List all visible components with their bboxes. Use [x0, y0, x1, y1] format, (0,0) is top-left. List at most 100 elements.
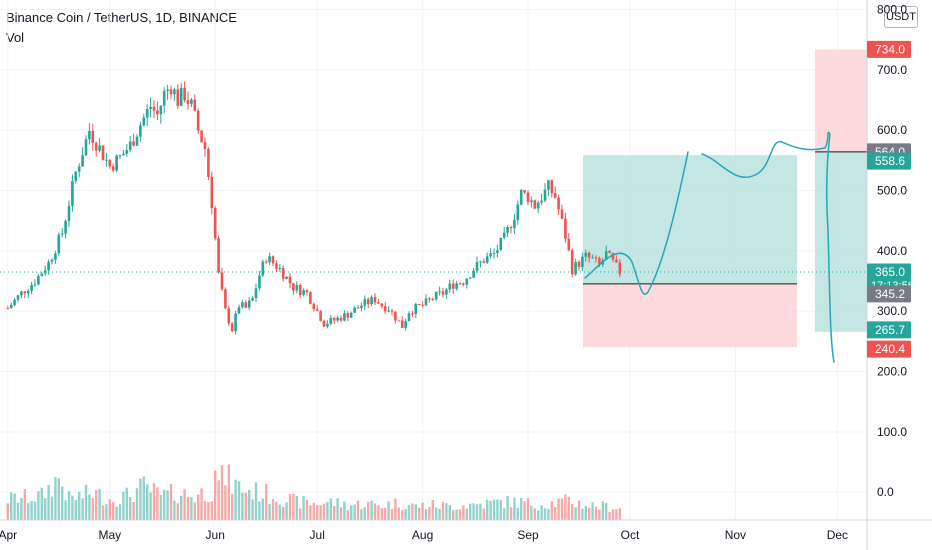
candle-body	[230, 323, 234, 332]
volume-bar	[435, 507, 438, 520]
volume-bar	[231, 493, 234, 520]
candle-body	[149, 106, 152, 110]
candle-body	[47, 261, 50, 271]
volume-bar	[190, 497, 193, 520]
volume-bar	[16, 502, 20, 520]
candle-body	[309, 292, 312, 304]
volume-bar	[71, 495, 74, 520]
long-stop-zone	[583, 283, 797, 348]
volume-bar	[37, 491, 40, 520]
volume-bar	[594, 506, 598, 520]
volume-bar	[492, 499, 496, 520]
volume-bar	[584, 505, 587, 520]
candle-body	[288, 276, 292, 284]
volume-bar	[122, 491, 125, 520]
x-tick-label: Apr	[0, 528, 17, 542]
candle-body	[479, 261, 482, 263]
volume-bar	[180, 495, 183, 520]
candles	[6, 81, 622, 335]
volume-bar	[588, 507, 591, 520]
candle-body	[441, 291, 445, 295]
candle-body	[77, 166, 81, 172]
candle-body	[343, 313, 346, 321]
candle-body	[407, 313, 411, 322]
candle-body	[394, 311, 397, 321]
volume-bar	[146, 484, 149, 520]
volume-bar	[292, 493, 295, 520]
candle-body	[57, 234, 61, 254]
volume-bar	[367, 501, 370, 520]
x-tick-label: Jun	[206, 528, 225, 542]
candle-body	[506, 226, 509, 233]
candle-body	[302, 290, 305, 295]
volume-bar	[305, 499, 309, 520]
candle-body	[295, 284, 299, 291]
chart-title: Binance Coin / TetherUS, 1D, BINANCE	[6, 10, 237, 25]
candle-body	[557, 197, 560, 210]
candle-body	[241, 302, 244, 308]
volume-bar	[207, 501, 210, 520]
volume-bar	[530, 505, 533, 520]
candle-body	[91, 130, 95, 143]
candle-body	[611, 252, 615, 260]
candle-body	[587, 252, 591, 258]
volume-bar	[414, 504, 417, 520]
candle-body	[285, 276, 288, 279]
volume-bar	[278, 504, 281, 520]
volume-bar	[350, 505, 353, 520]
volume-bar	[156, 487, 159, 520]
volume-bar	[503, 508, 506, 520]
candle-body	[275, 263, 278, 269]
candle-body	[397, 320, 401, 322]
volume-bar	[540, 505, 543, 520]
candle-body	[54, 253, 57, 260]
volume-bar	[526, 498, 530, 520]
short-profit-zone	[815, 151, 867, 332]
candle-body	[567, 238, 571, 251]
candle-body	[451, 283, 455, 289]
candle-body	[336, 317, 339, 321]
volume-bar	[547, 509, 550, 520]
volume-bar	[346, 510, 349, 520]
volume-bar	[560, 498, 564, 520]
volume-bar	[465, 508, 468, 520]
currency-selector[interactable]: USDT	[884, 6, 918, 28]
price-tag-neutral: 345.2	[867, 285, 911, 303]
candle-body	[373, 297, 377, 303]
candle-body	[615, 259, 618, 263]
y-tick-label: 400.0	[877, 244, 907, 258]
volume-bar	[564, 494, 567, 520]
volume-bar	[581, 508, 584, 520]
volume-bar	[418, 507, 421, 520]
volume-bar	[316, 504, 319, 520]
volume-bar	[50, 496, 54, 520]
freehand-forecast-drawing	[584, 131, 835, 363]
volume-bar	[390, 509, 394, 520]
candle-body	[88, 130, 91, 140]
candle-body	[404, 321, 407, 328]
candle-body	[220, 272, 224, 290]
candle-body	[516, 204, 520, 220]
volume-bar	[6, 503, 9, 520]
candle-body	[424, 298, 428, 306]
candle-body	[536, 202, 540, 209]
volume-bar	[384, 507, 387, 520]
candle-body	[251, 298, 254, 301]
candle-body	[105, 159, 108, 161]
candle-body	[482, 261, 486, 263]
volume-bar	[401, 509, 404, 520]
x-tick-label: Aug	[412, 528, 433, 542]
volume-bar	[472, 503, 475, 520]
volume-bar	[380, 508, 383, 520]
candle-body	[94, 142, 98, 151]
volume-bar	[387, 501, 390, 520]
volume-bar	[227, 464, 230, 520]
volume-bar	[537, 510, 540, 520]
price-tags: 734.0564.0558.6365.017:13:56345.2265.724…	[867, 40, 914, 358]
volume-bar	[78, 491, 81, 520]
candle-body	[111, 166, 115, 171]
volume-bar	[118, 504, 122, 520]
candle-body	[115, 155, 118, 171]
volume-bar	[339, 507, 343, 520]
